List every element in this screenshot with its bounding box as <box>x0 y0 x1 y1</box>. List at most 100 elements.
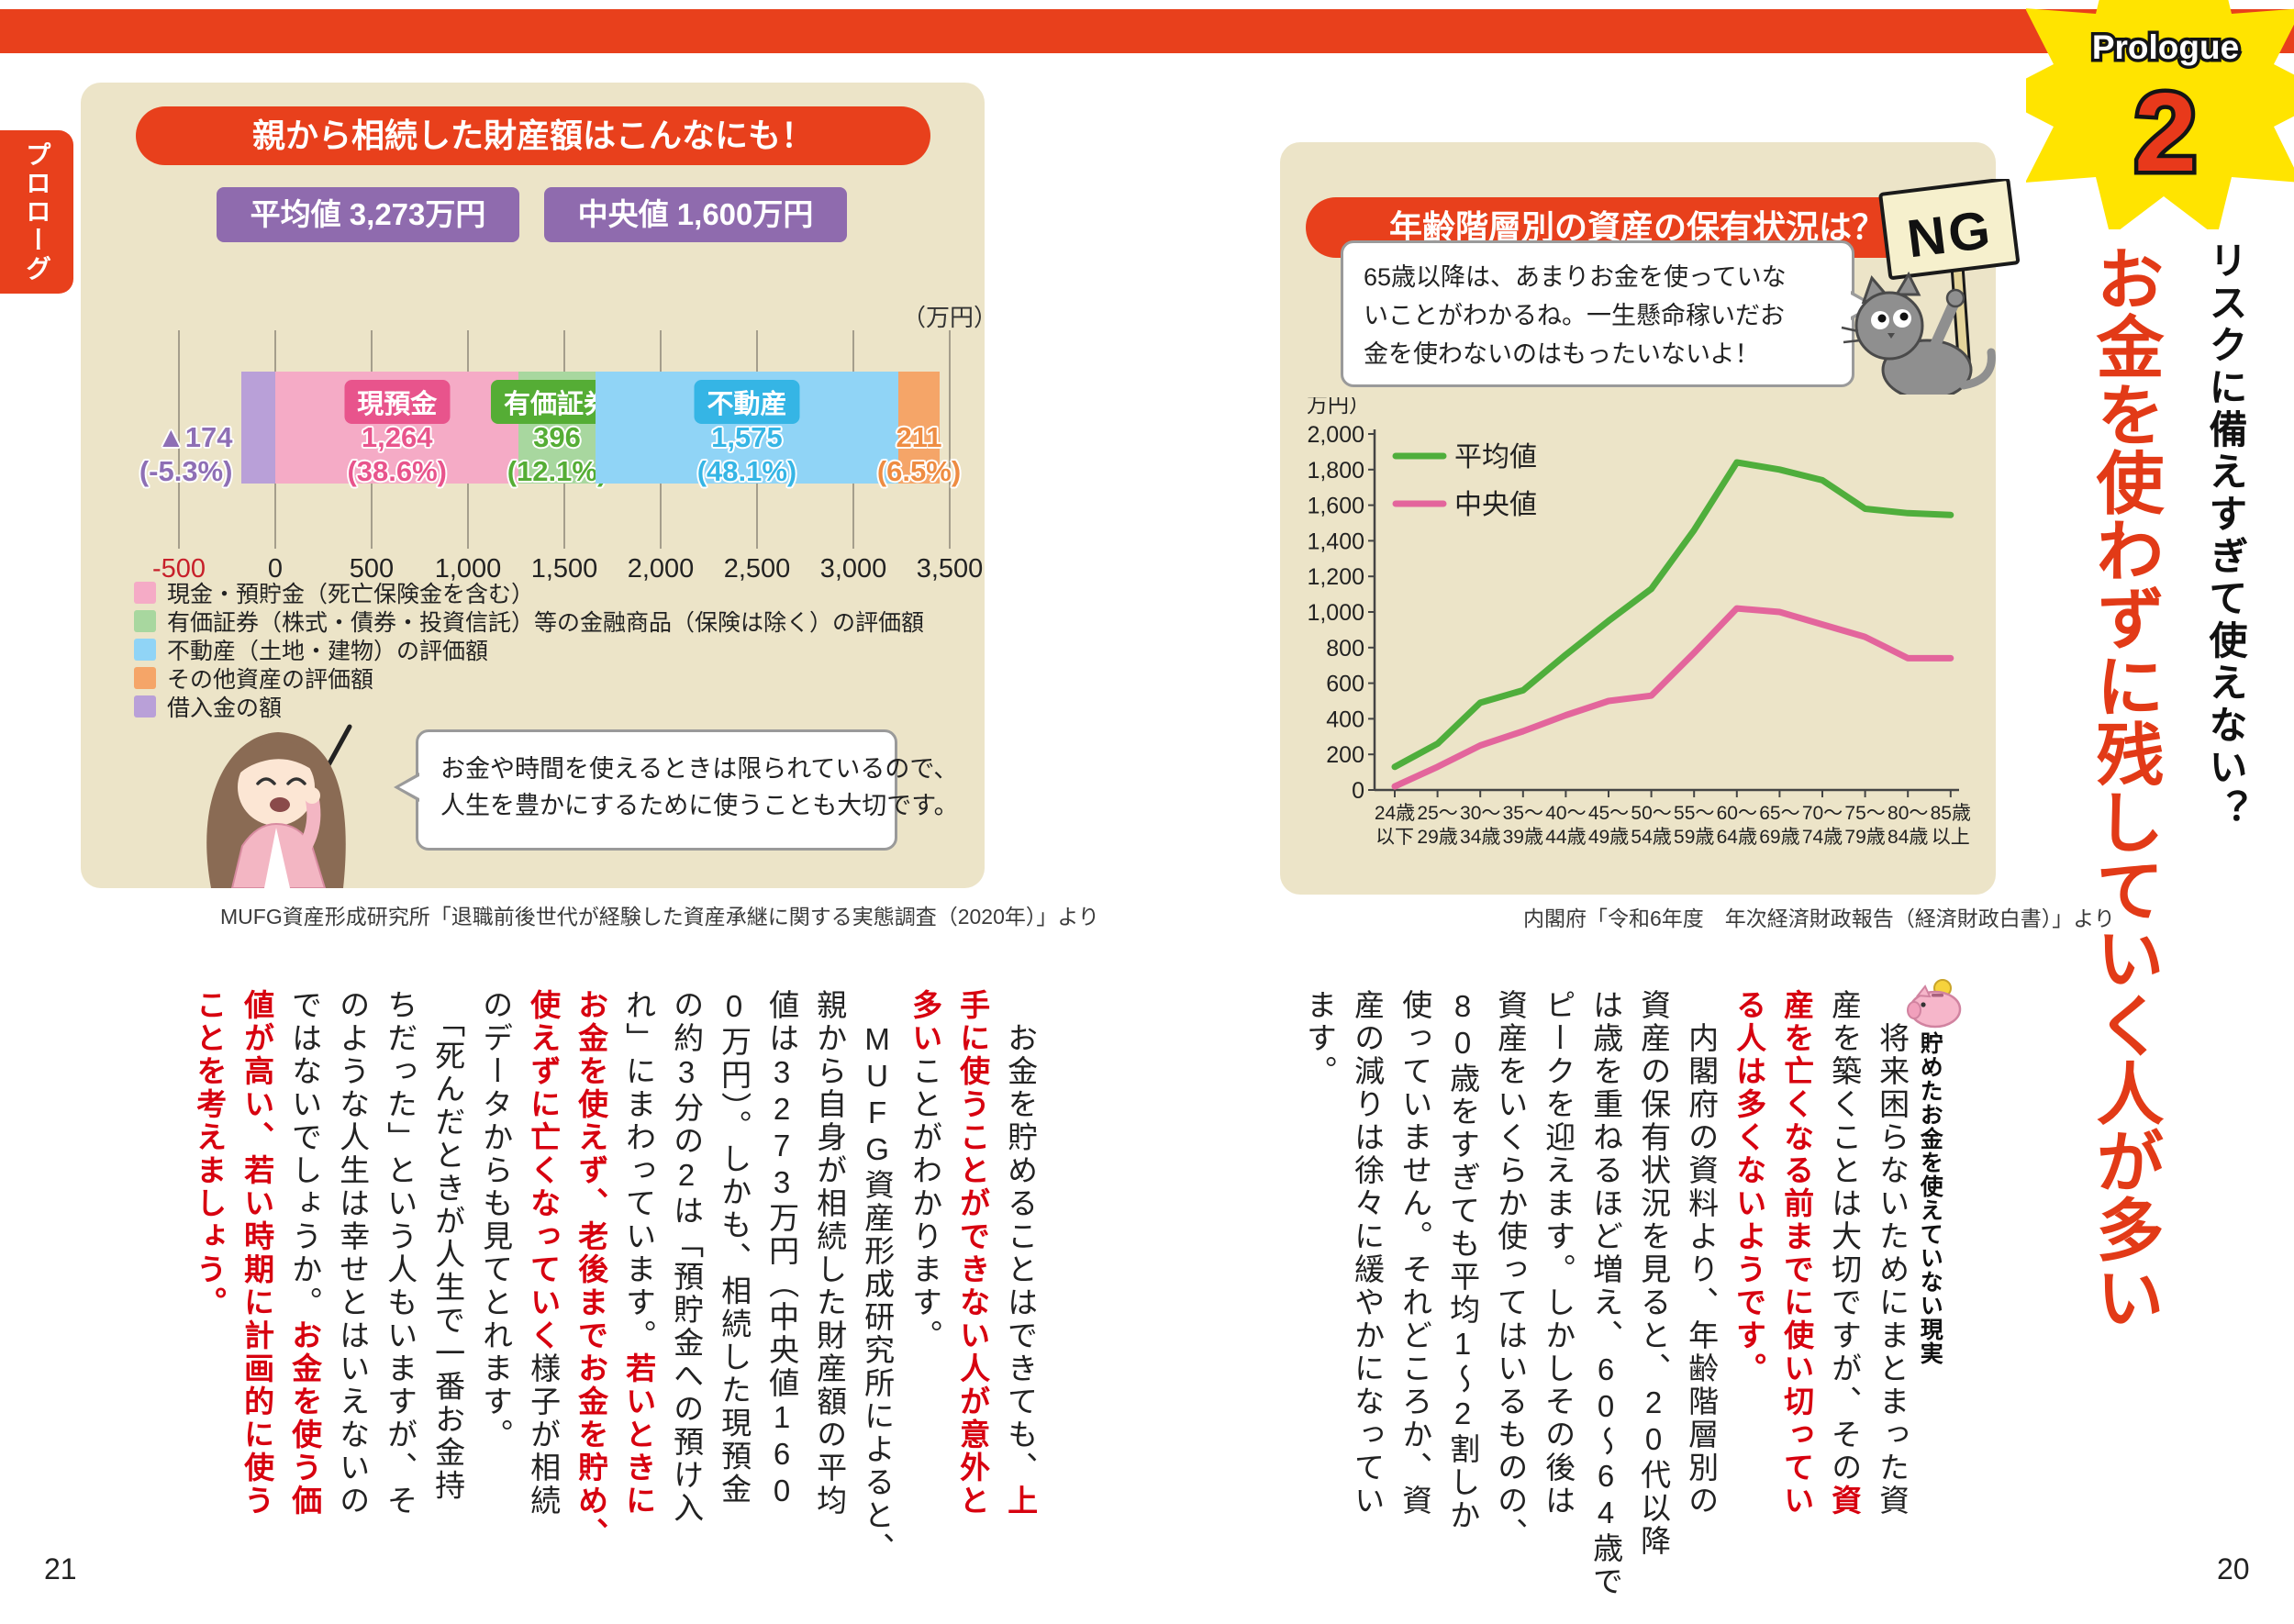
x-tick-label: 50〜 <box>1631 803 1671 824</box>
body-column: る人は多くないようです。 <box>1731 989 1767 1624</box>
cat-paw <box>1945 288 1965 308</box>
cat-head <box>1854 291 1924 361</box>
body-text-emphasis: 上 <box>1003 1485 1038 1518</box>
cat-tail <box>1959 348 1996 390</box>
y-tick-label: 1,400 <box>1307 528 1364 554</box>
x-tick-label: 54歳 <box>1631 827 1671 848</box>
cat-whiskers <box>1841 326 1861 344</box>
left-chart-title: 親から相続した財産額はこんなにも！ <box>136 106 930 165</box>
headline-title-vertical: お金を使わずに残していく人が多い <box>2087 244 2163 1330</box>
body-column: 資産をいくらか使ってはいるものの、 <box>1492 989 1529 1624</box>
x-tick-label: 35〜 <box>1503 803 1543 824</box>
x-tick-label: 55〜 <box>1674 803 1714 824</box>
y-tick-label: 1,000 <box>1307 600 1364 626</box>
teacher-illustration <box>206 724 352 888</box>
median-value-badge: 中央値 1,600万円 <box>544 187 847 242</box>
line-legend-label: 平均値 <box>1454 442 1537 473</box>
body-text: 将来困らないためにまとまった資 <box>1875 989 1910 1518</box>
body-text-emphasis: る人は多くないようです。 <box>1732 989 1766 1385</box>
body-column: 産を築くことは大切ですが、その資 <box>1826 989 1863 1624</box>
y-tick-label: 600 <box>1326 672 1364 697</box>
body-column: 80歳をすぎても平均1〜2割しか <box>1444 989 1481 1624</box>
x-tick-label: 40〜 <box>1545 803 1586 824</box>
body-text-emphasis: 若いときに <box>621 1352 656 1518</box>
body-text: MUFG資産形成研究所によると、 <box>860 989 895 1565</box>
legend-row: その他資産の評価額 <box>134 663 924 693</box>
bubble-left-line2: 人生を豊かにするために使うことも大切です。 <box>440 792 959 819</box>
ng-sign-board <box>1878 179 2021 280</box>
body-text: れ」にまわっています。 <box>621 989 656 1352</box>
body-text: 産を築くことは大切ですが、その <box>1827 989 1862 1485</box>
x-tick-label: 29歳 <box>1417 827 1457 848</box>
x-tick-label: 24歳 <box>1375 803 1415 824</box>
body-text: 資産の保有状況を見ると、20代以降 <box>1636 989 1671 1558</box>
body-column: 資産の保有状況を見ると、20代以降 <box>1635 989 1672 1624</box>
y-tick-label: 1,200 <box>1307 564 1364 590</box>
pig-snout <box>1907 1001 1921 1019</box>
legend-row: 借入金の額 <box>134 692 924 721</box>
body-column: ピークを迎えます。しかしその後は <box>1540 989 1576 1624</box>
body-column: 産の減りは徐々に緩やかになってい <box>1349 989 1386 1624</box>
cat-nose <box>1888 333 1895 339</box>
body-text: 様子が相続 <box>526 1352 561 1518</box>
legend-label: 有価証券（株式・債券・投資信託）等の金融商品（保険は除く）の評価額 <box>167 609 925 636</box>
legend-row: 現金・預貯金（死亡保険金を含む） <box>134 578 924 607</box>
legend-swatch <box>134 695 156 717</box>
body-text: ます。 <box>1302 989 1337 1088</box>
bar-segment <box>241 372 275 484</box>
x-tick-label: 49歳 <box>1588 827 1629 848</box>
body-text: のような人生は幸せとはいえないの <box>335 989 370 1518</box>
body-text: お金を貯めることはできても、 <box>1003 989 1038 1485</box>
cat-speech-bubble: 65歳以降は、あまりお金を使っていな いことがわかるね。一生懸命稼いだお 金を使… <box>1341 240 1876 387</box>
cat-arm <box>1926 295 1961 359</box>
legend-label: 不動産（土地・建物）の評価額 <box>167 638 489 664</box>
y-axis-unit: （万円） <box>1306 397 1370 417</box>
body-column: のような人生は幸せとはいえないの <box>334 989 371 1624</box>
line-chart: 0 200 400 600 800 1,000 1,200 1,400 1,600 1,800 2,… <box>1306 397 1970 848</box>
x-tick-label: 59歳 <box>1674 827 1714 848</box>
bar-axis-tick: 3,000 <box>819 554 887 584</box>
body-text: は歳を重ねるほど増え、60〜64歳で <box>1588 989 1623 1598</box>
legend-row: 不動産（土地・建物）の評価額 <box>134 635 924 664</box>
body-text-emphasis: 使えずに亡くなっていく <box>526 989 561 1352</box>
x-tick-label: 39歳 <box>1503 827 1543 848</box>
body-text: ピークを迎えます。しかしその後は <box>1541 989 1576 1518</box>
y-tick-label: 400 <box>1326 706 1364 732</box>
body-text: 産の減りは徐々に緩やかになってい <box>1350 989 1385 1518</box>
cat-ear-right <box>1894 271 1921 296</box>
bar-axis-unit-label: （万円） <box>901 304 997 331</box>
bar-chart-legend: 現金・預貯金（死亡保険金を含む） 有価証券（株式・債券・投資信託）等の金融商品（保… <box>134 578 925 721</box>
pig-ear <box>1916 984 1932 998</box>
top-red-bar <box>0 9 2294 53</box>
body-column: ではないでしょうか。お金を使う価 <box>286 989 323 1624</box>
x-tick-label: 75〜 <box>1844 803 1885 824</box>
prologue-label: Prologue <box>2092 28 2239 66</box>
body-text: の約3分の2は「預貯金への預け入 <box>669 989 704 1525</box>
x-tick-label: 79歳 <box>1844 827 1885 848</box>
body-text: 親から自身が相続した財産額の平均 <box>812 989 847 1518</box>
starburst-shape <box>2026 0 2294 229</box>
headline-subtitle-vertical: リスクに備えすぎて使えない？ <box>2204 240 2247 831</box>
piggy-bank-icon <box>1907 979 1962 1029</box>
body-text: 0万円）。しかも、相続した現預金 <box>717 989 752 1507</box>
x-tick-label: 69歳 <box>1759 827 1799 848</box>
bar-segment-badge: 現預金 <box>344 380 451 424</box>
bar-axis-tick: 1,000 <box>434 554 502 584</box>
legend-label: 借入金の額 <box>167 695 283 721</box>
x-tick-label: 以下 <box>1375 827 1414 848</box>
prologue-starburst: Prologue 2 <box>2026 0 2294 229</box>
body-text: 内閣府の資料より、年齢階層別の <box>1684 989 1719 1518</box>
page-number-left: 21 <box>44 1552 77 1585</box>
x-tick-label: 60〜 <box>1717 803 1757 824</box>
body-column: れ」にまわっています。若いときに <box>620 989 657 1624</box>
body-column: MUFG資産形成研究所によると、 <box>859 989 896 1624</box>
body-text: ことがわかります。 <box>908 1055 942 1352</box>
bubble-tail-left <box>394 773 419 802</box>
bar-gridline <box>949 330 951 549</box>
bubble-right-line2: いことがわかるね。一生懸命稼いだお <box>1364 302 1785 329</box>
body-column: お金を貯めることはできても、上 <box>1002 989 1039 1624</box>
x-tick-label: 30〜 <box>1460 803 1500 824</box>
y-tick-label: 200 <box>1326 742 1364 768</box>
x-tick-label: 65〜 <box>1759 803 1799 824</box>
